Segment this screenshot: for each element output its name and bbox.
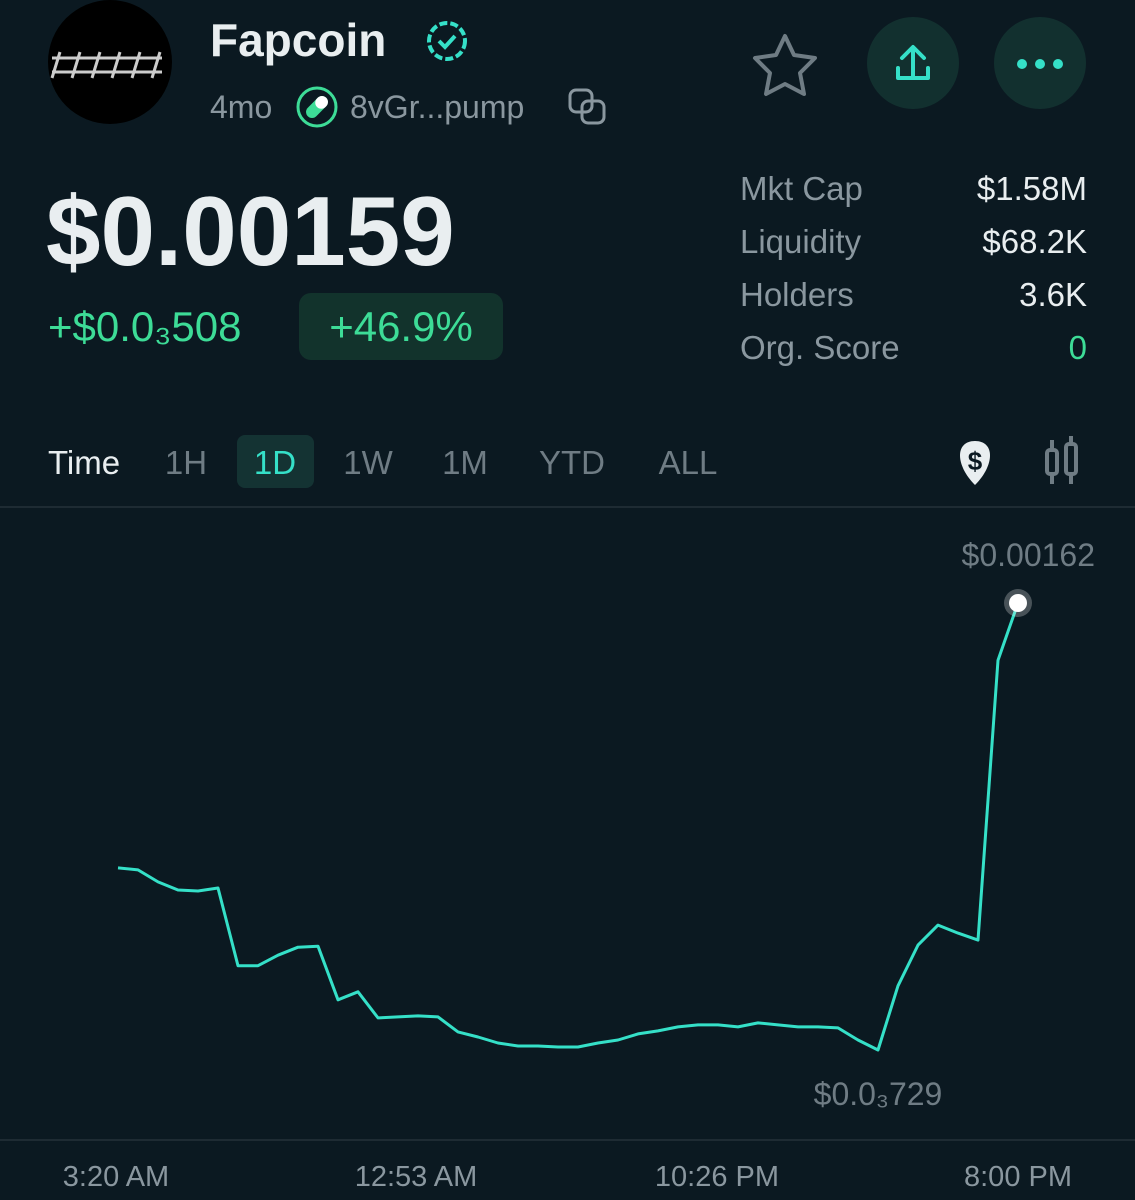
- candle-toggle[interactable]: [1045, 436, 1078, 484]
- chart-annotation: $0.0₃729: [814, 1076, 943, 1112]
- x-tick-label: 12:53 AM: [355, 1161, 478, 1193]
- token-age: 4mo: [210, 89, 272, 125]
- x-tick-label: 8:00 PM: [964, 1161, 1072, 1193]
- timeframe-selected-bg: [237, 435, 314, 488]
- change-badge: [299, 293, 503, 360]
- copy-icon[interactable]: [568, 88, 606, 125]
- stat-label: Org. Score: [740, 329, 900, 366]
- price-line: [117, 602, 1020, 1052]
- price-toggle[interactable]: $: [960, 441, 990, 485]
- timeframe-option[interactable]: 1D: [254, 444, 296, 481]
- price: $0.00159: [46, 176, 455, 286]
- change-percent: +46.9%: [329, 303, 473, 350]
- timeframe-option[interactable]: 1M: [442, 444, 488, 481]
- timeframe-label: Time: [48, 444, 120, 481]
- stat-label: Mkt Cap: [740, 170, 863, 207]
- stat-label: Liquidity: [740, 223, 862, 260]
- chart-annotation: $0.00162: [962, 537, 1095, 573]
- timeframe-option[interactable]: 1W: [343, 444, 393, 481]
- logo-art: [50, 51, 162, 79]
- x-tick-label: 3:20 AM: [63, 1161, 169, 1193]
- pump-icon: [296, 86, 338, 128]
- stat-value: 3.6K: [1019, 276, 1087, 313]
- more-icon: [1017, 59, 1063, 69]
- favorite-star[interactable]: [753, 34, 817, 96]
- stat-value: $68.2K: [982, 223, 1087, 260]
- stat-value: 0: [1069, 329, 1087, 366]
- token-address: 8vGr...pump: [350, 89, 524, 125]
- token-logo[interactable]: [48, 0, 172, 124]
- verified-badge: [427, 21, 467, 61]
- price-change: +$0.0₃508: [48, 303, 241, 350]
- current-point-core: [1009, 594, 1027, 612]
- stat-value: $1.58M: [977, 170, 1087, 207]
- timeframe-option[interactable]: ALL: [659, 444, 718, 481]
- timeframe-option[interactable]: YTD: [539, 444, 605, 481]
- svg-text:$: $: [968, 446, 983, 476]
- share-icon: [896, 45, 930, 80]
- x-tick-label: 10:26 PM: [655, 1161, 779, 1193]
- token-name: Fapcoin: [210, 14, 386, 66]
- timeframe-option[interactable]: 1H: [165, 444, 207, 481]
- stat-label: Holders: [740, 276, 854, 313]
